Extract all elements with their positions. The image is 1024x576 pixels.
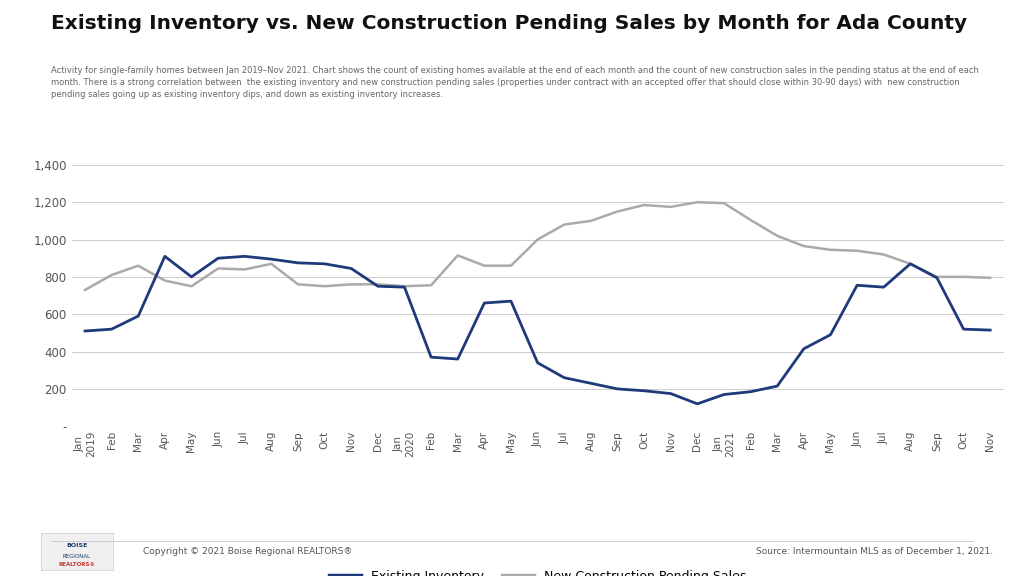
Existing Inventory <box>159 253 171 260</box>
Existing Inventory <box>691 400 703 407</box>
Existing Inventory <box>318 260 331 267</box>
Existing Inventory <box>105 325 118 332</box>
New Construction Pending Sales <box>878 251 890 258</box>
Text: Existing Inventory vs. New Construction Pending Sales by Month for Ada County: Existing Inventory vs. New Construction … <box>51 14 968 33</box>
Existing Inventory <box>904 260 916 267</box>
New Construction Pending Sales <box>452 252 464 259</box>
New Construction Pending Sales <box>185 283 198 290</box>
Existing Inventory <box>505 298 517 305</box>
Text: Copyright © 2021 Boise Regional REALTORS®: Copyright © 2021 Boise Regional REALTORS… <box>143 547 352 556</box>
Existing Inventory <box>718 391 730 398</box>
New Construction Pending Sales <box>505 262 517 269</box>
Text: REGIONAL: REGIONAL <box>62 554 91 559</box>
Existing Inventory <box>957 325 970 332</box>
New Construction Pending Sales <box>345 281 357 288</box>
Text: BOISE: BOISE <box>67 543 87 548</box>
Existing Inventory <box>345 265 357 272</box>
Existing Inventory <box>878 284 890 291</box>
New Construction Pending Sales <box>611 208 624 215</box>
New Construction Pending Sales <box>212 265 224 272</box>
Existing Inventory <box>372 283 384 290</box>
Existing Inventory <box>558 374 570 381</box>
Line: New Construction Pending Sales: New Construction Pending Sales <box>85 202 990 290</box>
New Construction Pending Sales <box>372 281 384 288</box>
New Construction Pending Sales <box>585 217 597 224</box>
New Construction Pending Sales <box>718 200 730 207</box>
Existing Inventory <box>79 328 91 335</box>
Existing Inventory <box>585 380 597 386</box>
New Construction Pending Sales <box>105 271 118 278</box>
Existing Inventory <box>931 274 943 281</box>
Existing Inventory <box>425 354 437 361</box>
New Construction Pending Sales <box>904 260 916 267</box>
New Construction Pending Sales <box>425 282 437 289</box>
New Construction Pending Sales <box>398 283 411 290</box>
Existing Inventory <box>824 331 837 338</box>
New Construction Pending Sales <box>531 236 544 243</box>
New Construction Pending Sales <box>931 274 943 281</box>
Existing Inventory <box>531 359 544 366</box>
Existing Inventory <box>478 300 490 306</box>
Existing Inventory <box>744 388 757 395</box>
New Construction Pending Sales <box>558 221 570 228</box>
New Construction Pending Sales <box>824 247 837 253</box>
Existing Inventory <box>398 284 411 291</box>
New Construction Pending Sales <box>239 266 251 273</box>
New Construction Pending Sales <box>318 283 331 290</box>
New Construction Pending Sales <box>984 274 996 281</box>
Existing Inventory <box>132 313 144 320</box>
Legend: Existing Inventory, New Construction Pending Sales: Existing Inventory, New Construction Pen… <box>325 565 751 576</box>
Existing Inventory <box>292 259 304 266</box>
Existing Inventory <box>771 382 783 389</box>
Existing Inventory <box>611 385 624 392</box>
Existing Inventory <box>265 256 278 263</box>
New Construction Pending Sales <box>691 199 703 206</box>
Line: Existing Inventory: Existing Inventory <box>85 256 990 404</box>
New Construction Pending Sales <box>478 262 490 269</box>
New Construction Pending Sales <box>132 262 144 269</box>
Existing Inventory <box>239 253 251 260</box>
New Construction Pending Sales <box>265 260 278 267</box>
Text: Activity for single-family homes between Jan 2019–Nov 2021. Chart shows the coun: Activity for single-family homes between… <box>51 66 979 99</box>
Existing Inventory <box>798 345 810 352</box>
New Construction Pending Sales <box>159 277 171 284</box>
New Construction Pending Sales <box>744 217 757 223</box>
Existing Inventory <box>452 355 464 362</box>
New Construction Pending Sales <box>638 202 650 209</box>
New Construction Pending Sales <box>957 274 970 281</box>
Text: REALTORS®: REALTORS® <box>58 562 95 567</box>
Existing Inventory <box>638 387 650 394</box>
New Construction Pending Sales <box>292 281 304 288</box>
New Construction Pending Sales <box>79 286 91 293</box>
Existing Inventory <box>185 274 198 281</box>
New Construction Pending Sales <box>665 203 677 210</box>
New Construction Pending Sales <box>851 247 863 254</box>
Existing Inventory <box>984 327 996 334</box>
Existing Inventory <box>851 282 863 289</box>
Existing Inventory <box>212 255 224 262</box>
New Construction Pending Sales <box>771 232 783 239</box>
New Construction Pending Sales <box>798 242 810 249</box>
Existing Inventory <box>665 390 677 397</box>
Text: Source: Intermountain MLS as of December 1, 2021.: Source: Intermountain MLS as of December… <box>756 547 993 556</box>
